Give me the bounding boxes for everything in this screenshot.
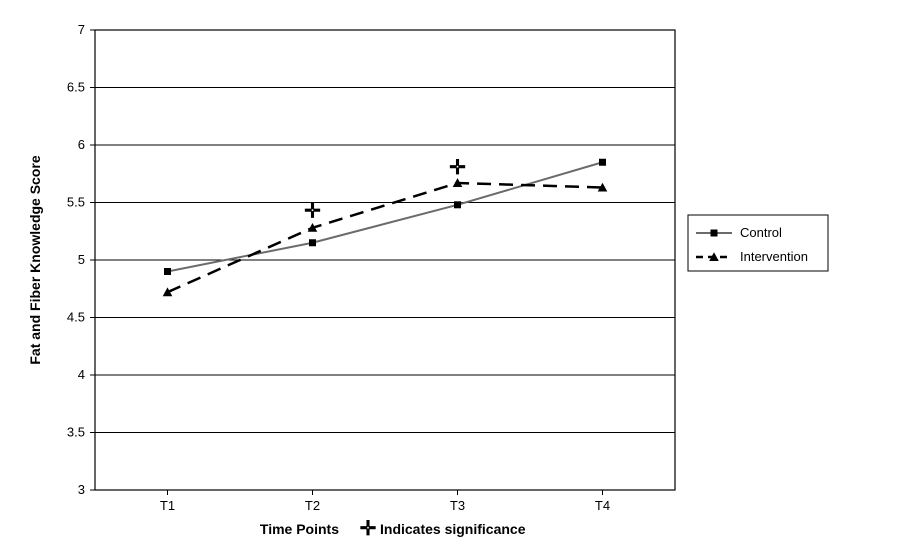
significance-caption-label: Indicates significance <box>380 521 526 537</box>
line-chart: 3 3.5 4 4.5 5 5.5 6 6.5 7 T1 T2 T3 T4 ✛ ✛ Fat and Fiber… <box>0 0 900 541</box>
x-axis-caption: Time Points ✛Indicates significance <box>260 518 526 540</box>
legend-label: Intervention <box>740 249 808 264</box>
y-tick-label: 4.5 <box>67 310 85 325</box>
significance-marker: ✛ <box>449 157 466 179</box>
series-marker <box>599 159 606 166</box>
significance-caption-marker: ✛ <box>360 518 377 540</box>
y-tick-label: 5.5 <box>67 195 85 210</box>
y-tick-label: 6 <box>78 137 85 152</box>
y-tick-label: 3 <box>78 482 85 497</box>
y-tick-label: 6.5 <box>67 80 85 95</box>
x-tick-label: T2 <box>305 498 320 513</box>
y-tick-label: 4 <box>78 367 85 382</box>
x-axis-label: Time Points <box>260 521 339 537</box>
x-tick-label: T4 <box>595 498 610 513</box>
chart-container: 3 3.5 4 4.5 5 5.5 6 6.5 7 T1 T2 T3 T4 ✛ ✛ Fat and Fiber… <box>0 0 900 541</box>
series-marker <box>309 239 316 246</box>
x-tick-label: T3 <box>450 498 465 513</box>
significance-marker: ✛ <box>304 201 321 223</box>
y-axis-label: Fat and Fiber Knowledge Score <box>27 155 43 364</box>
legend-label: Control <box>740 225 782 240</box>
series-marker <box>164 268 171 275</box>
y-tick-label: 5 <box>78 252 85 267</box>
y-tick-label: 3.5 <box>67 425 85 440</box>
series-marker <box>454 201 461 208</box>
y-tick-label: 7 <box>78 22 85 37</box>
x-tick-label: T1 <box>160 498 175 513</box>
